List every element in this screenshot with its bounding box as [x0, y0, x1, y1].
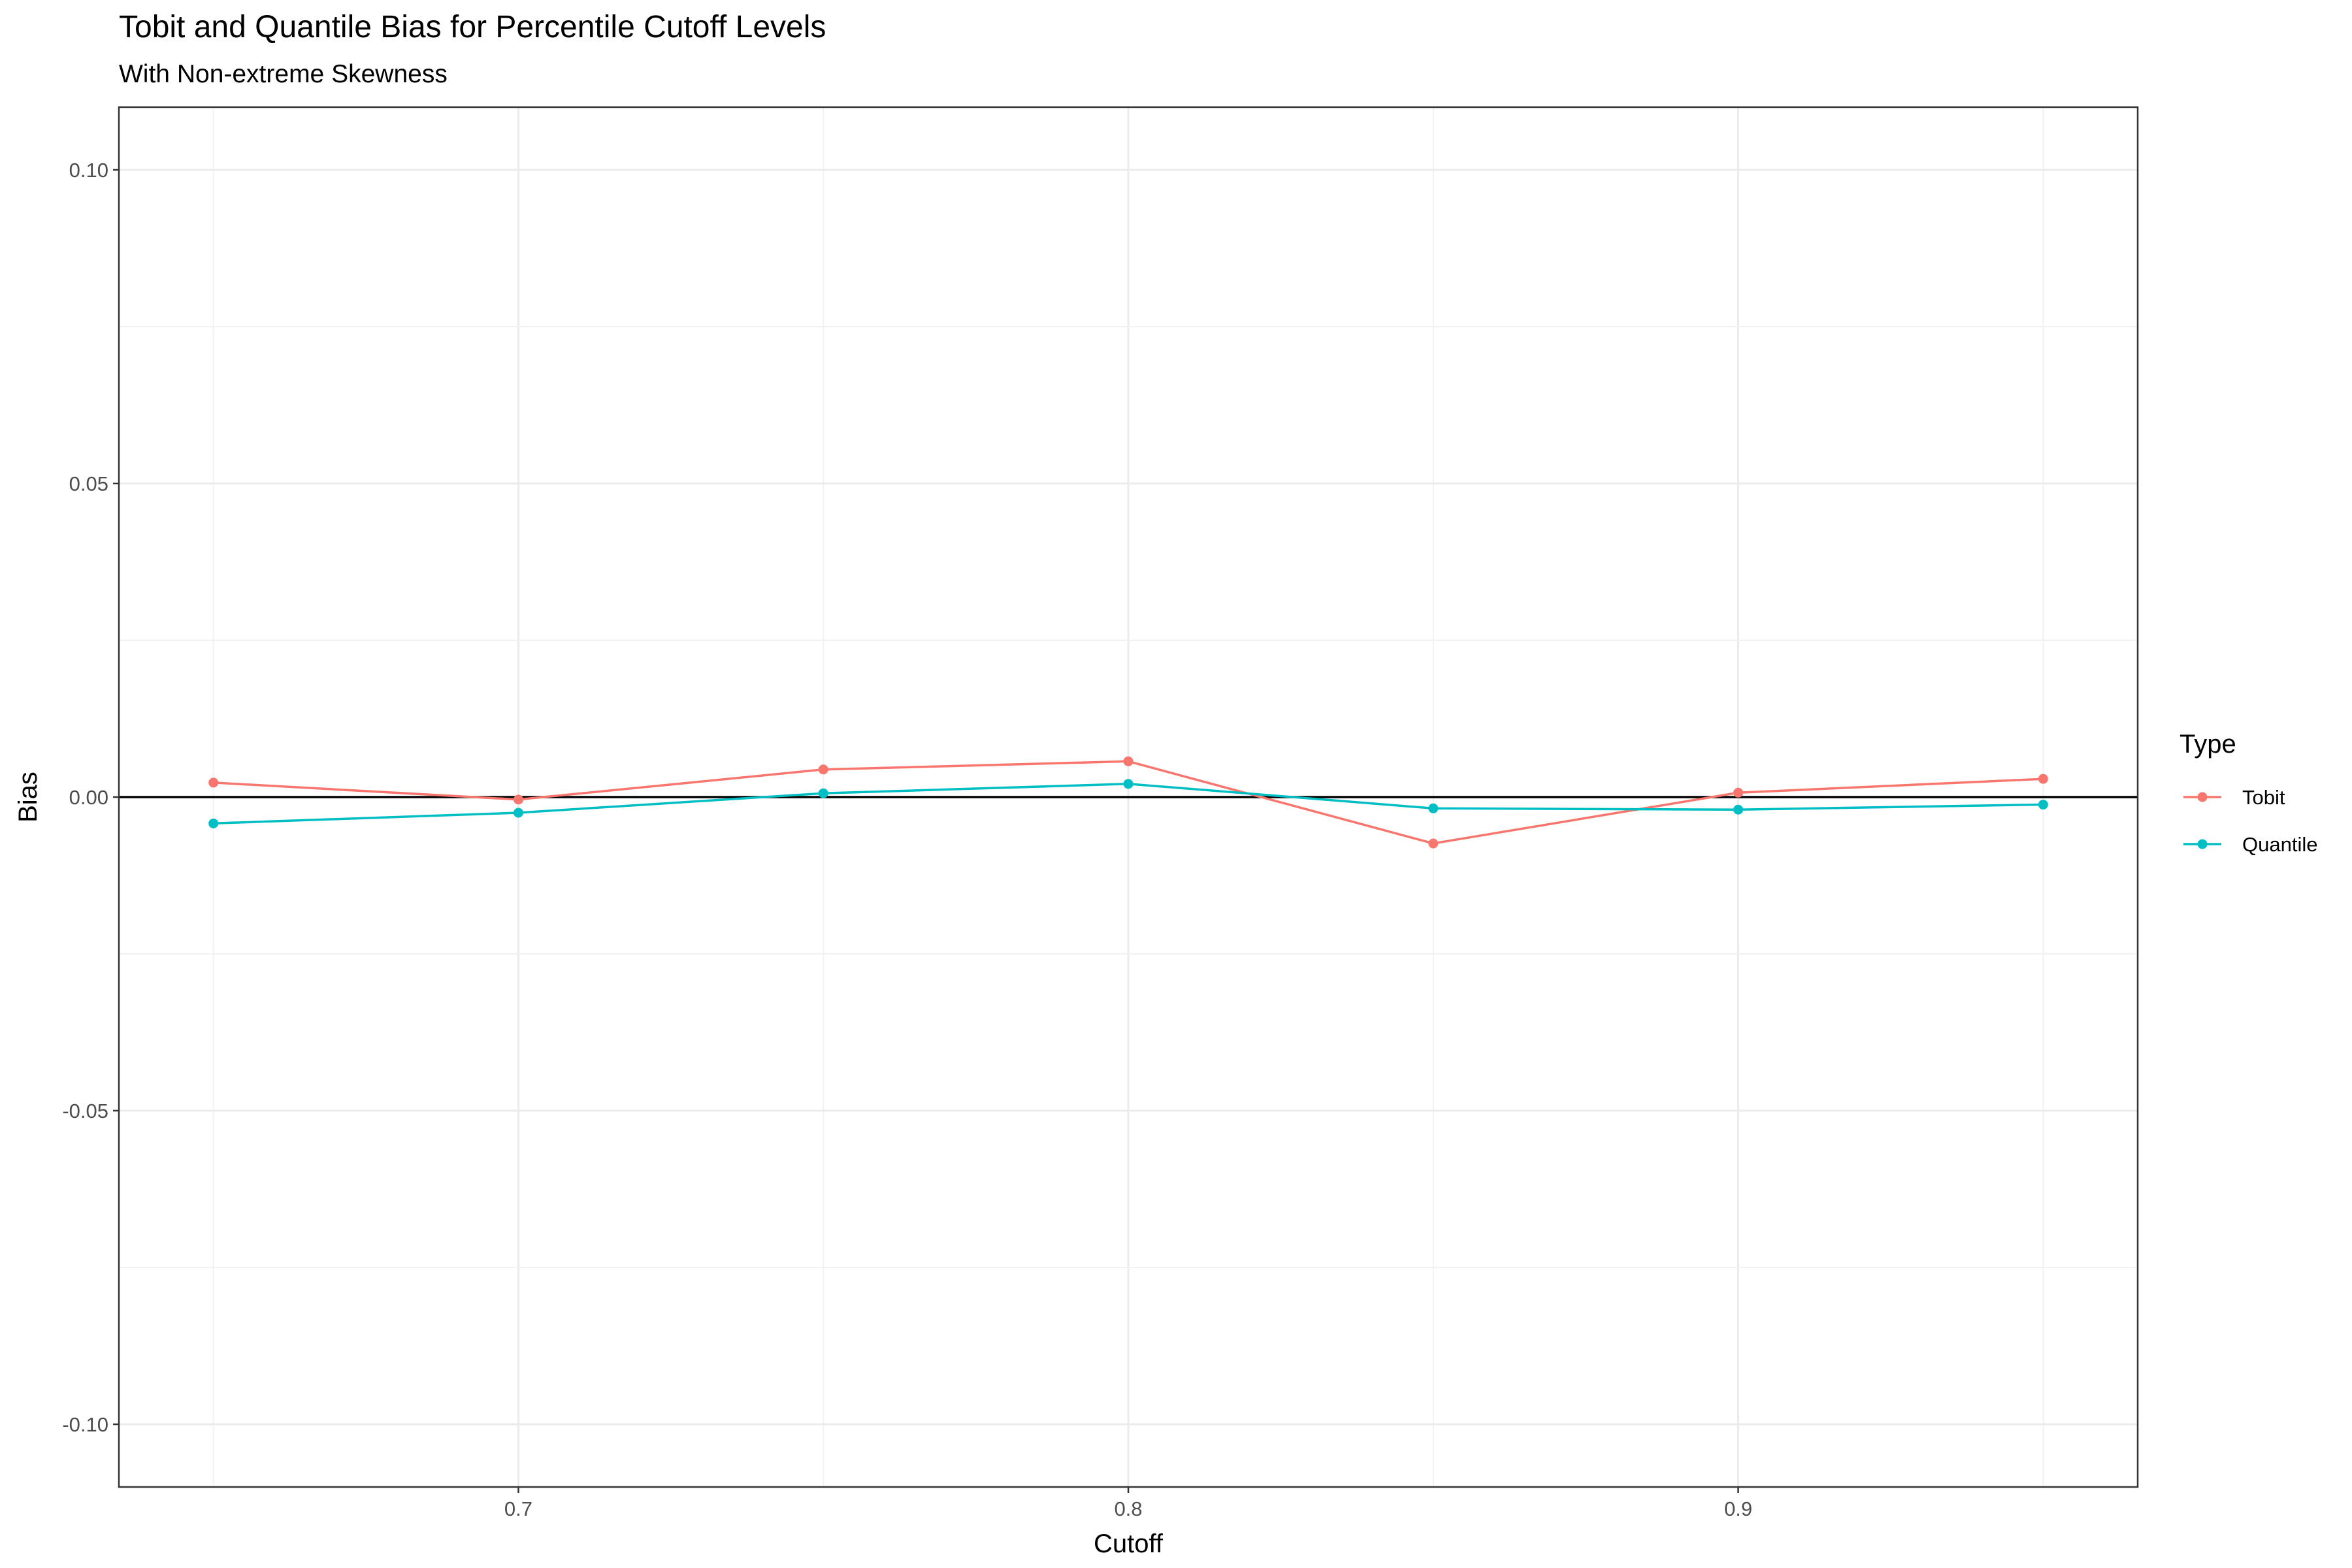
quantile-point — [818, 788, 828, 798]
quantile-point — [513, 808, 523, 818]
x-tick-label: 0.8 — [1114, 1497, 1142, 1520]
legend-label-tobit: Tobit — [2242, 786, 2285, 809]
tobit-point — [208, 777, 219, 788]
tobit-point — [1733, 787, 1744, 798]
legend-title: Type — [2180, 730, 2236, 759]
quantile-point — [1733, 804, 1744, 815]
y-axis-ticks: -0.10 -0.05 0.00 0.05 0.10 — [62, 159, 119, 1436]
tobit-point — [513, 794, 523, 805]
legend-key-point-tobit — [2197, 792, 2208, 802]
tobit-point — [1123, 756, 1134, 766]
chart-title: Tobit and Quantile Bias for Percentile C… — [119, 10, 826, 44]
tobit-point — [818, 764, 828, 775]
legend-label-quantile: Quantile — [2242, 833, 2317, 856]
legend-key-point-quantile — [2197, 839, 2208, 849]
x-axis-ticks: 0.7 0.8 0.9 — [504, 1487, 1752, 1520]
tobit-point — [1428, 838, 1439, 849]
quantile-point — [2038, 800, 2048, 810]
y-tick-label: 0.10 — [69, 159, 108, 182]
y-tick-label: -0.05 — [62, 1100, 108, 1122]
x-tick-label: 0.9 — [1724, 1497, 1752, 1520]
quantile-point — [208, 818, 219, 828]
y-tick-label: 0.05 — [69, 472, 108, 495]
legend-items: Tobit Quantile — [2183, 786, 2317, 856]
series-layer — [208, 756, 2048, 849]
quantile-point — [1428, 803, 1439, 813]
y-axis-title: Bias — [14, 772, 42, 823]
chart-subtitle: With Non-extreme Skewness — [119, 60, 448, 88]
legend: Type Tobit Quantile — [2180, 730, 2317, 856]
tobit-point — [2038, 774, 2048, 784]
quantile-point — [1123, 779, 1134, 789]
x-axis-title: Cutoff — [1094, 1529, 1164, 1558]
y-tick-label: -0.10 — [62, 1413, 108, 1436]
y-tick-label: 0.00 — [69, 786, 108, 809]
x-tick-label: 0.7 — [504, 1497, 532, 1520]
